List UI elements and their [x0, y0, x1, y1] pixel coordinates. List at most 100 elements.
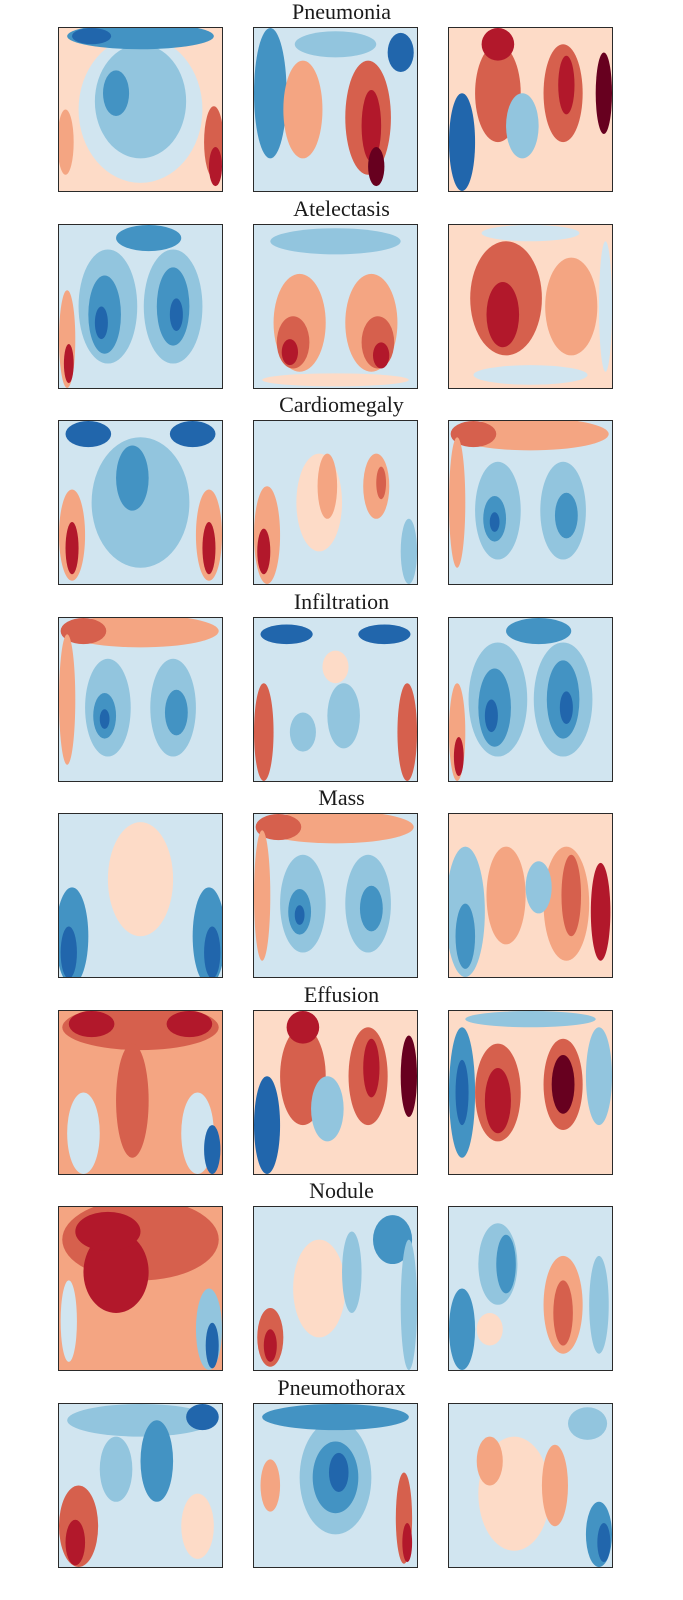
heatmap-image: [59, 28, 222, 191]
heatmap-image: [254, 1403, 417, 1567]
heatmap-region: [286, 1010, 320, 1044]
heatmap-panel: [448, 27, 613, 192]
heatmap-region: [551, 1054, 575, 1114]
heatmap-panel: [58, 420, 223, 585]
heatmap-image: [449, 1010, 612, 1174]
heatmap-image: [254, 1010, 417, 1174]
heatmap-region: [363, 1038, 380, 1097]
heatmap-region: [328, 1452, 349, 1492]
heatmap-region: [281, 338, 299, 365]
heatmap-panel: [253, 223, 418, 389]
row-title: Infiltration: [293, 588, 390, 614]
heatmap-region: [107, 822, 174, 937]
heatmap-region: [294, 905, 305, 925]
heatmap-image: [449, 224, 612, 388]
heatmap-region: [262, 1403, 409, 1430]
heatmap-background: [449, 1207, 612, 1370]
heatmap-region: [59, 109, 74, 175]
heatmap-panel: [58, 1402, 223, 1568]
heatmap-region: [60, 926, 77, 977]
heatmap-region: [481, 28, 515, 61]
heatmap-region: [598, 240, 612, 372]
heatmap-region: [372, 1215, 413, 1265]
row-title: Atelectasis: [293, 195, 390, 221]
heatmap-region: [94, 306, 108, 339]
heatmap-panel: [58, 27, 223, 192]
heatmap-region: [450, 421, 497, 448]
heatmap-region: [65, 1519, 86, 1565]
heatmap-region: [453, 736, 464, 776]
heatmap-panel: [448, 223, 613, 389]
heatmap-region: [60, 617, 107, 644]
heatmap-region: [68, 1010, 115, 1037]
heatmap-region: [561, 854, 582, 937]
heatmap-region: [545, 257, 598, 355]
heatmap-region: [270, 227, 401, 254]
heatmap-region: [208, 146, 222, 187]
heatmap-image: [59, 617, 222, 781]
row-title: Pneumothorax: [277, 1374, 406, 1400]
heatmap-region: [372, 341, 390, 368]
heatmap-region: [254, 682, 274, 781]
heatmap-region: [595, 52, 612, 134]
heatmap-region: [205, 1322, 219, 1369]
heatmap-region: [486, 846, 526, 945]
heatmap-region: [116, 445, 149, 511]
heatmap-region: [590, 862, 611, 961]
heatmap-region: [166, 1010, 213, 1037]
heatmap-panel: [448, 1206, 613, 1371]
heatmap-region: [169, 297, 183, 331]
heatmap-region: [484, 699, 498, 732]
heatmap-panel: [253, 616, 418, 782]
heatmap-region: [449, 93, 476, 191]
heatmap-region: [525, 861, 552, 914]
heatmap-region: [455, 1059, 469, 1125]
heatmap-region: [506, 93, 539, 159]
heatmap-region: [204, 1124, 221, 1174]
heatmap-panel: [58, 616, 223, 782]
heatmap-region: [311, 1075, 344, 1141]
heatmap-region: [449, 1288, 476, 1370]
heatmap-region: [257, 528, 271, 575]
heatmap-region: [400, 1239, 417, 1370]
heatmap-image: [59, 421, 222, 584]
heatmap-region: [359, 885, 383, 932]
heatmap-image: [254, 28, 417, 191]
row-title: Mass: [318, 785, 365, 810]
heatmap-region: [496, 1234, 516, 1294]
heatmap-region: [342, 1231, 362, 1313]
heatmap-region: [400, 1034, 417, 1117]
heatmap-region: [254, 28, 287, 159]
heatmap-region: [204, 926, 221, 977]
heatmap-region: [260, 1458, 281, 1512]
heatmap-image: [59, 1403, 222, 1567]
heatmap-panel: [448, 1009, 613, 1175]
heatmap-region: [400, 518, 417, 584]
heatmap-region: [262, 372, 409, 386]
heatmap-region: [294, 31, 377, 58]
heatmap-panel: [253, 420, 418, 585]
heatmap-region: [473, 364, 588, 385]
heatmap-image: [59, 814, 222, 977]
heatmap-panel: [58, 1009, 223, 1175]
heatmap-region: [67, 1403, 214, 1437]
heatmap-region: [75, 1211, 141, 1252]
heatmap-region: [376, 466, 387, 500]
heatmap-image: [449, 814, 612, 977]
heatmap-region: [486, 281, 520, 347]
heatmap-panel: [253, 1206, 418, 1371]
heatmap-panel: [58, 223, 223, 389]
row-title: Effusion: [303, 981, 380, 1007]
heatmap-region: [481, 224, 580, 241]
heatmap-region: [558, 55, 575, 115]
heatmap-region: [484, 1067, 511, 1133]
heatmap-region: [103, 70, 130, 117]
heatmap-image: [254, 1207, 417, 1370]
heatmap-region: [597, 1522, 611, 1562]
heatmap-region: [387, 32, 414, 73]
heatmap-region: [72, 28, 112, 45]
heatmap-region: [63, 343, 74, 383]
heatmap-region: [449, 437, 466, 568]
heatmap-region: [263, 1329, 277, 1362]
